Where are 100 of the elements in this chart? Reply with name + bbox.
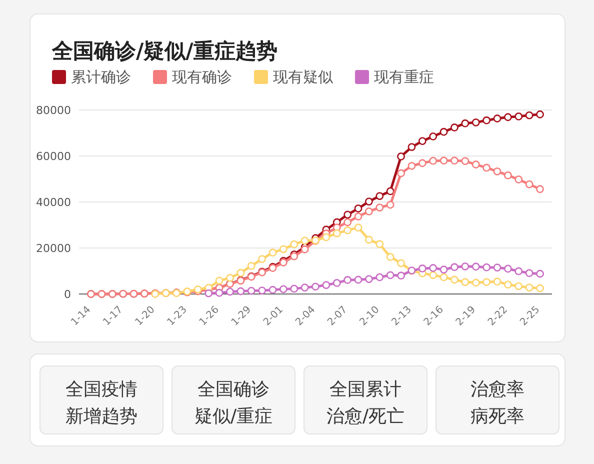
point: [504, 280, 512, 289]
point: [536, 284, 544, 292]
point: [408, 162, 416, 170]
point: [440, 273, 448, 282]
point: [290, 240, 298, 248]
point: [536, 110, 544, 118]
point: [332, 229, 341, 238]
point: [300, 236, 309, 245]
point: [226, 288, 234, 296]
point: [279, 245, 288, 254]
chart-title: 全国确诊/疑似/重症趋势: [51, 39, 278, 63]
point: [525, 269, 534, 278]
point: [290, 284, 298, 293]
point: [450, 124, 458, 132]
point: [300, 284, 309, 292]
point: [386, 187, 394, 196]
point: [472, 262, 480, 271]
y-tick-label: 40000: [36, 196, 71, 209]
point: [418, 159, 426, 168]
point: [461, 157, 470, 166]
point: [236, 287, 245, 296]
point: [472, 118, 480, 126]
point: [408, 143, 416, 151]
point: [344, 276, 352, 284]
point: [236, 268, 245, 277]
point: [504, 113, 512, 122]
point: [365, 207, 373, 216]
point: [536, 185, 544, 194]
point: [247, 262, 256, 270]
point: [482, 278, 490, 286]
point: [461, 262, 470, 270]
point: [440, 156, 448, 165]
text: 病死率: [470, 406, 524, 427]
legend-label: 累计确诊: [71, 68, 131, 86]
point: [376, 192, 384, 200]
point: [354, 204, 362, 212]
point: [397, 259, 405, 268]
text: 疑似/重症: [194, 406, 273, 427]
point: [450, 276, 458, 284]
point: [493, 264, 502, 272]
point: [440, 128, 448, 136]
point: [397, 272, 405, 280]
point: [418, 264, 426, 272]
y-tick-label: 20000: [36, 242, 71, 255]
text: 治愈率: [470, 379, 524, 400]
point: [365, 236, 373, 244]
point: [386, 200, 394, 209]
point: [504, 264, 512, 273]
point: [536, 270, 544, 278]
point: [376, 273, 384, 282]
y-tick-label: 80000: [36, 104, 71, 117]
point: [344, 210, 352, 219]
point: [482, 116, 490, 124]
point: [344, 226, 352, 234]
point: [322, 233, 330, 242]
point: [354, 212, 362, 220]
text: 全国累计: [330, 379, 402, 400]
point: [247, 286, 256, 295]
point: [429, 271, 438, 280]
point: [365, 198, 373, 206]
point: [493, 278, 502, 286]
point: [332, 279, 341, 287]
point: [514, 176, 523, 184]
point: [376, 204, 384, 212]
point: [226, 274, 234, 282]
point: [482, 263, 490, 272]
point: [493, 167, 502, 176]
y-tick-label: 0: [64, 288, 71, 301]
point: [376, 240, 384, 248]
point: [322, 281, 330, 289]
point: [258, 286, 266, 294]
legend-label: 现有疑似: [273, 68, 333, 86]
point: [418, 137, 426, 145]
point: [268, 286, 277, 294]
point: [204, 289, 213, 298]
point: [215, 276, 224, 285]
point: [525, 180, 534, 188]
point: [354, 276, 362, 284]
legend-label: 现有重症: [374, 68, 434, 86]
text: 全国疫情: [66, 379, 138, 400]
point: [312, 282, 320, 291]
point: [472, 278, 480, 287]
point: [397, 169, 405, 178]
point: [514, 112, 523, 120]
text: 新增趋势: [66, 406, 138, 427]
text: 治愈/死亡: [326, 406, 405, 427]
point: [365, 275, 373, 283]
point: [450, 263, 458, 272]
legend-label: 现有确诊: [172, 68, 232, 86]
point: [386, 271, 394, 280]
point: [514, 267, 523, 276]
point: [525, 111, 534, 120]
point: [429, 156, 438, 165]
point: [504, 171, 512, 180]
point: [450, 156, 458, 165]
point: [461, 278, 470, 286]
point: [461, 119, 470, 128]
point: [440, 266, 448, 274]
point: [344, 218, 352, 226]
point: [514, 282, 523, 290]
